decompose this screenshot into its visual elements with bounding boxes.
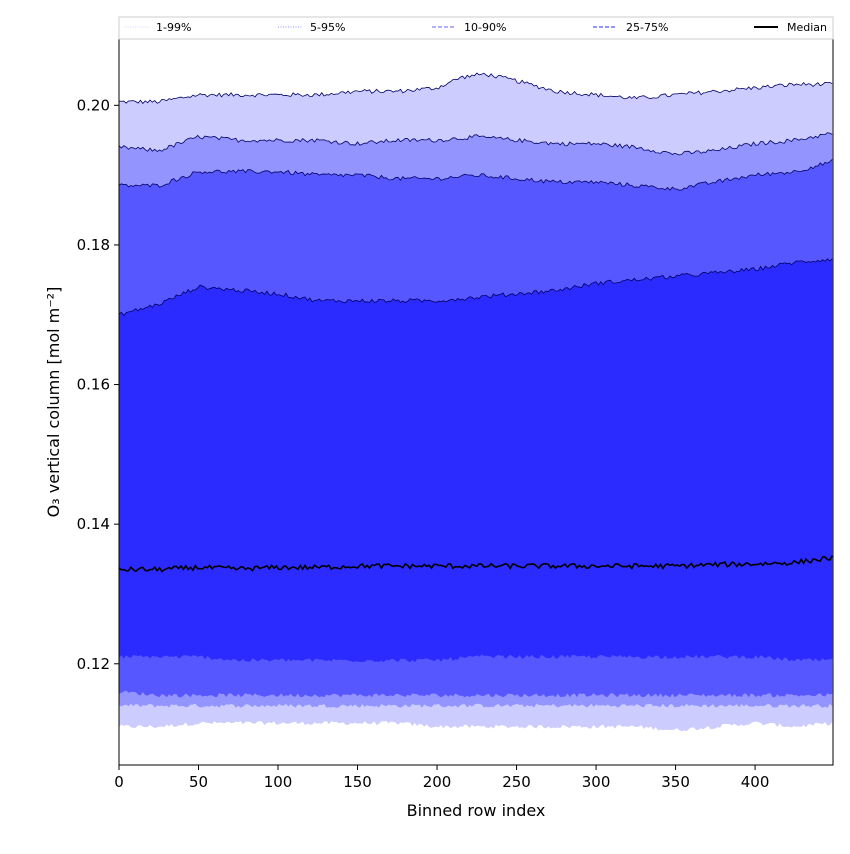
y-tick-label: 0.18 (77, 236, 110, 254)
band-upper-edge-10-90pct (119, 159, 833, 191)
legend: 1-99% 5-95% 10-90% 25-75% Median (118, 16, 834, 40)
x-tick-label: 400 (741, 773, 770, 791)
x-tick-label: 50 (189, 773, 208, 791)
y-tick-label: 0.16 (77, 376, 110, 394)
y-axis: 0.12 0.14 0.16 0.18 0.20 (77, 96, 119, 673)
x-tick-label: 100 (264, 773, 293, 791)
x-tick-label: 300 (582, 773, 611, 791)
legend-label: 10-90% (464, 21, 506, 34)
y-axis-label: O₃ vertical column [mol m⁻²] (44, 287, 63, 518)
band-upper-edge-5-95pct (119, 132, 833, 156)
y-tick-label: 0.12 (77, 655, 110, 673)
bands-layer (119, 72, 833, 732)
legend-frame (118, 16, 834, 40)
x-axis: 0 50 100 150 200 250 300 350 400 (114, 765, 769, 791)
median-layer (119, 555, 833, 573)
y-tick-label: 0.20 (77, 96, 110, 114)
x-tick-label: 250 (502, 773, 531, 791)
x-tick-label: 200 (423, 773, 452, 791)
legend-label: 1-99% (156, 21, 191, 34)
band-25-75pct (119, 258, 833, 663)
x-tick-label: 0 (114, 773, 124, 791)
band-upper-edge-25-75pct (119, 258, 833, 317)
x-axis-label: Binned row index (407, 801, 546, 820)
legend-label: Median (787, 21, 827, 34)
median-line (119, 555, 833, 573)
y-tick-label: 0.14 (77, 515, 110, 533)
x-tick-label: 350 (661, 773, 690, 791)
x-tick-label: 150 (343, 773, 372, 791)
legend-label: 5-95% (310, 21, 345, 34)
band-upper-edge-1-99pct (119, 72, 833, 105)
legend-label: 25-75% (626, 21, 668, 34)
